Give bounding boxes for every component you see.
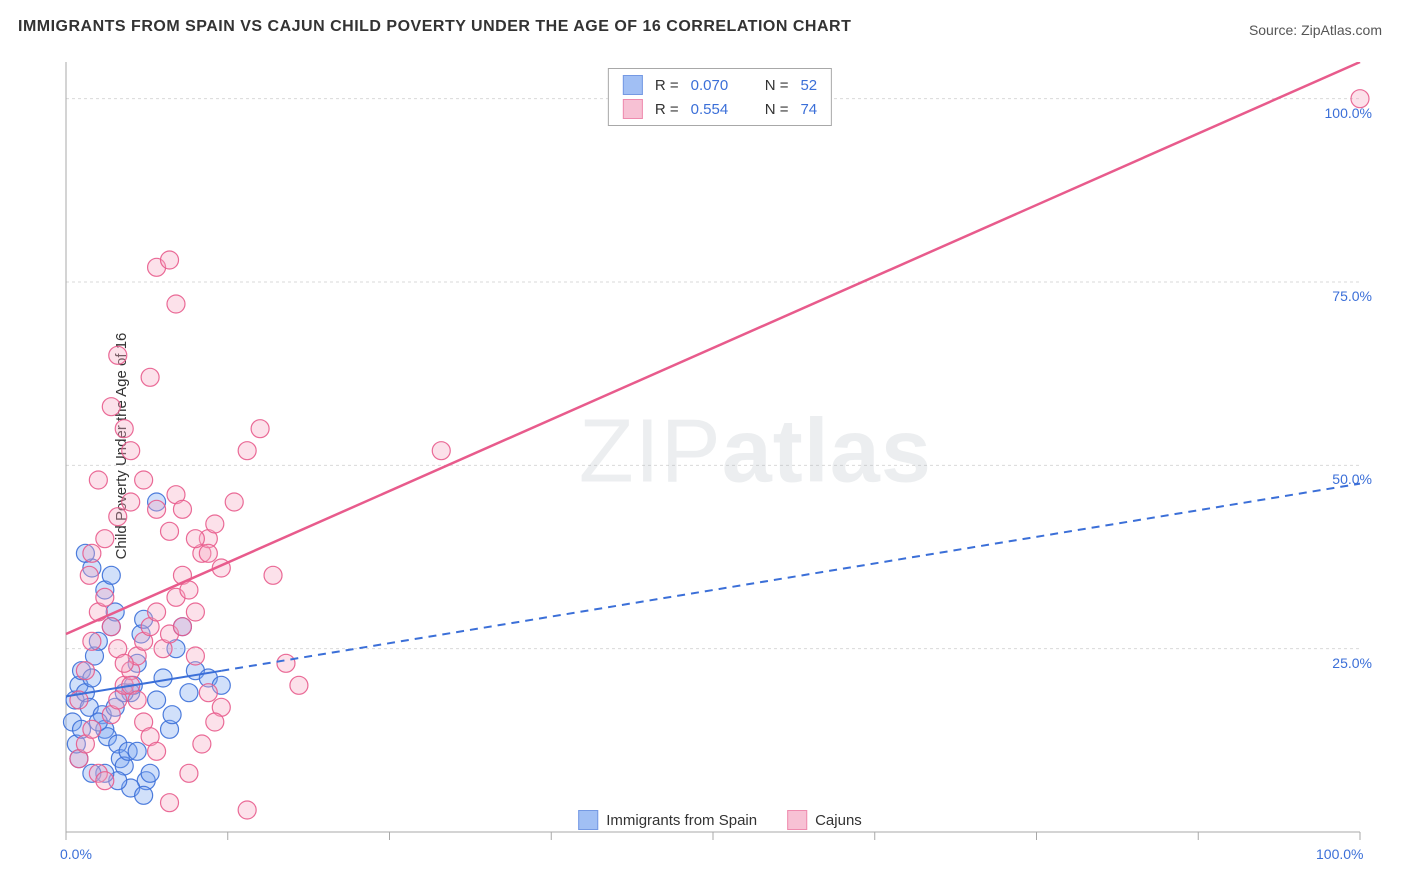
series-legend: Immigrants from Spain Cajuns	[578, 810, 862, 830]
legend-n-value: 74	[800, 101, 817, 118]
legend-r-value: 0.554	[691, 101, 729, 118]
series-legend-label: Immigrants from Spain	[606, 812, 757, 829]
legend-swatch-icon	[623, 75, 643, 95]
correlation-legend: R = 0.070 N = 52R = 0.554 N = 74	[608, 68, 832, 126]
legend-r-label: R =	[655, 77, 679, 94]
legend-swatch-icon	[578, 810, 598, 830]
chart-area: ZIPatlas R = 0.070 N = 52R = 0.554 N = 7…	[60, 62, 1380, 842]
chart-title: IMMIGRANTS FROM SPAIN VS CAJUN CHILD POV…	[18, 18, 851, 36]
series-legend-label: Cajuns	[815, 812, 862, 829]
correlation-legend-row: R = 0.070 N = 52	[609, 73, 831, 97]
legend-swatch-icon	[787, 810, 807, 830]
correlation-legend-row: R = 0.554 N = 74	[609, 97, 831, 121]
y-tick-label: 75.0%	[1332, 288, 1372, 304]
legend-r-value: 0.070	[691, 77, 729, 94]
legend-n-label: N =	[765, 77, 789, 94]
x-tick-label: 100.0%	[1316, 846, 1363, 862]
legend-swatch-icon	[623, 99, 643, 119]
scatter-chart-svg	[60, 62, 1380, 842]
series-legend-item: Immigrants from Spain	[578, 810, 757, 830]
x-tick-label: 0.0%	[60, 846, 92, 862]
y-tick-label: 50.0%	[1332, 471, 1372, 487]
y-tick-label: 25.0%	[1332, 655, 1372, 671]
legend-n-value: 52	[800, 77, 817, 94]
legend-n-label: N =	[765, 101, 789, 118]
source-attribution: Source: ZipAtlas.com	[1249, 22, 1382, 38]
y-tick-label: 100.0%	[1325, 105, 1372, 121]
series-legend-item: Cajuns	[787, 810, 862, 830]
legend-r-label: R =	[655, 101, 679, 118]
